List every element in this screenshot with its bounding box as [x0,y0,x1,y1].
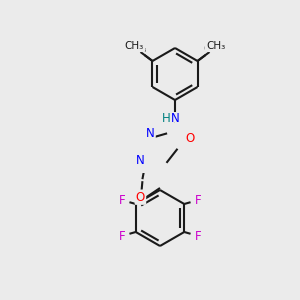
Text: O: O [185,133,195,146]
Text: F: F [195,194,202,206]
Bar [137,123,187,173]
Text: CH₃: CH₃ [125,41,144,51]
Text: N: N [171,112,179,124]
Text: N: N [136,154,145,167]
Text: F: F [195,230,202,242]
Text: F: F [118,230,125,242]
Text: F: F [118,194,125,206]
Text: O: O [136,191,145,204]
Text: CH₃: CH₃ [128,44,147,54]
Text: CH₃: CH₃ [203,44,222,54]
Text: CH₃: CH₃ [206,41,225,51]
Text: N: N [146,127,154,140]
Text: H: H [162,112,170,124]
